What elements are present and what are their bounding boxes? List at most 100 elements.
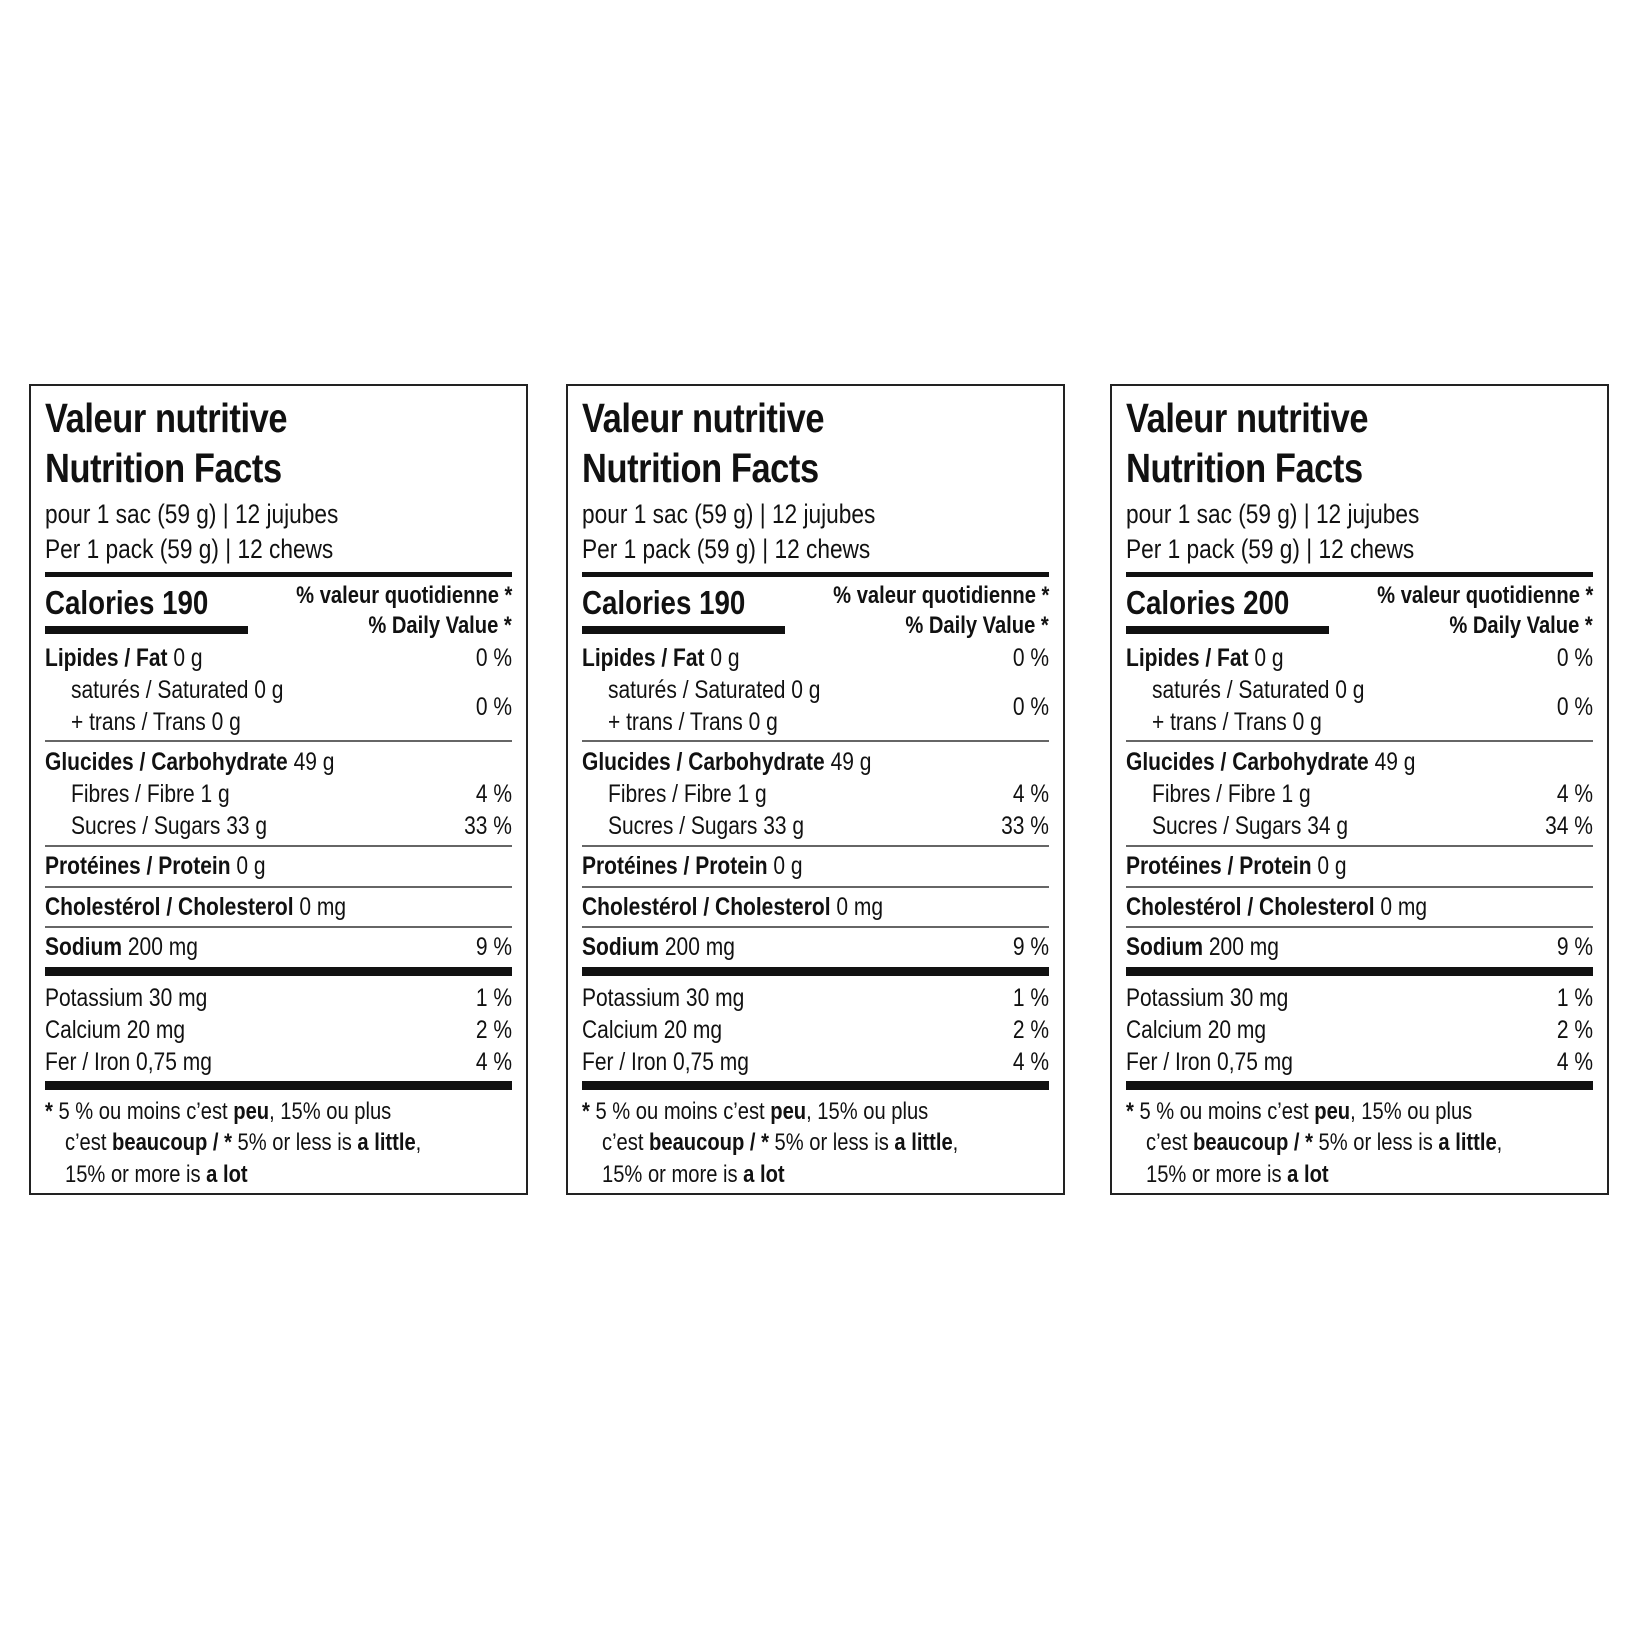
nutrient-row-carb: Glucides / Carbohydrate 49 g — [582, 746, 1049, 778]
footnote-segment: * — [582, 1098, 596, 1125]
serving-en: Per 1 pack (59 g) | 12 chews — [1126, 532, 1593, 566]
nutrient-trans: + trans / Trans 0 g — [1152, 706, 1322, 738]
nutrient-amount: 0 g — [1335, 676, 1365, 704]
nutrient-amount: 200 mg — [1208, 933, 1279, 961]
sat-trans-dv-text: 0 % — [1012, 693, 1049, 721]
nutrient-name: Potassium — [582, 984, 681, 1012]
nutrient-row-trans: + trans / Trans 0 g — [1126, 706, 1593, 738]
nutrient-cholesterol: Cholestérol / Cholesterol 0 mg — [582, 891, 883, 923]
nutrient-cholesterol: Cholestérol / Cholesterol 0 mg — [1126, 891, 1427, 923]
title-fr: Valeur nutritive — [45, 393, 512, 443]
divider — [582, 926, 1049, 928]
nutrient-name: Glucides / Carbohydrate — [1126, 748, 1369, 776]
nutrient-amount: 0 g — [1317, 852, 1347, 880]
nutrient-row-fibre: Fibres / Fibre 1 g 4 % — [582, 778, 1049, 810]
nutrient-row-cholesterol: Cholestérol / Cholesterol 0 mg — [1126, 891, 1593, 923]
nutrient-row-trans: + trans / Trans 0 g — [582, 706, 1049, 738]
serving-en-text: Per 1 pack (59 g) | 12 chews — [582, 534, 871, 564]
title-fr-text: Valeur nutritive — [45, 395, 288, 441]
nutrient-protein: Protéines / Protein 0 g — [1126, 850, 1347, 882]
nutrient-name: Sodium — [1126, 933, 1204, 961]
nutrient-fibre: Fibres / Fibre 1 g — [71, 778, 230, 810]
nutrient-amount: 200 mg — [664, 933, 735, 961]
nutrient-amount: 0,75 mg — [1217, 1048, 1293, 1076]
divider-thick — [582, 572, 1049, 577]
nutrient-row-carb: Glucides / Carbohydrate 49 g — [45, 746, 512, 778]
nutrient-dv: 4 % — [1556, 780, 1593, 808]
title-en-text: Nutrition Facts — [582, 445, 819, 491]
divider-thick — [582, 967, 1049, 976]
nutrient-amount: 33 g — [763, 812, 805, 840]
nutrient-amount: 33 g — [226, 812, 268, 840]
nutrition-facts-label: Valeur nutritive Nutrition Facts pour 1 sa… — [566, 384, 1065, 1195]
nutrient-potassium: Potassium 30 mg — [1126, 982, 1288, 1014]
nutrient-name: Potassium — [1126, 984, 1225, 1012]
nutrient-calcium: Calcium 20 mg — [1126, 1014, 1266, 1046]
nutrient-sodium: Sodium 200 mg — [1126, 931, 1279, 963]
footnote-text: * 5 % ou moins c’est peu, 15% ou plus — [45, 1097, 391, 1127]
footnote-segment: beaucoup / * — [649, 1129, 775, 1156]
dv-header-fr: % valeur quotidienne * — [1126, 581, 1593, 611]
dv-header-en: % Daily Value * — [45, 611, 512, 641]
nutrient-row-iron: Fer / Iron 0,75 mg 4 % — [1126, 1046, 1593, 1078]
serving-fr: pour 1 sac (59 g) | 12 jujubes — [582, 497, 1049, 531]
calories-label: Calories — [45, 584, 155, 621]
calories-label: Calories — [1126, 584, 1236, 621]
nutrient-potassium: Potassium 30 mg — [582, 982, 744, 1014]
nutrient-sodium: Sodium 200 mg — [582, 931, 735, 963]
nutrient-dv: 9 % — [1012, 933, 1049, 961]
nutrient-amount: 49 g — [293, 748, 335, 776]
nutrient-dv: 4 % — [475, 780, 512, 808]
footnote-segment: c’est — [1146, 1129, 1194, 1156]
dv-header-fr-text: % valeur quotidienne * — [1376, 582, 1593, 609]
nutrient-name: Protéines / Protein — [582, 852, 768, 880]
nutrient-amount: 200 mg — [127, 933, 198, 961]
footnote-segment: , 15% ou plus — [806, 1098, 929, 1125]
footnote-text: * 5 % ou moins c’est peu, 15% ou plus — [1126, 1097, 1472, 1127]
footnote-segment: c’est — [65, 1129, 113, 1156]
serving-fr-text: pour 1 sac (59 g) | 12 jujubes — [45, 499, 339, 529]
footnote-segment: 5 % ou moins c’est — [595, 1098, 771, 1125]
sat-trans-dv: 0 % — [582, 691, 1049, 723]
serving-en: Per 1 pack (59 g) | 12 chews — [45, 532, 512, 566]
nutrient-name: Lipides / Fat — [582, 644, 705, 672]
nutrient-amount: 34 g — [1307, 812, 1349, 840]
footnote-line: 15% or more is a lot — [1126, 1160, 1593, 1190]
serving-fr: pour 1 sac (59 g) | 12 jujubes — [45, 497, 512, 531]
footnote-segment: peu — [770, 1098, 807, 1125]
divider-thick — [582, 1081, 1049, 1090]
serving-en-text: Per 1 pack (59 g) | 12 chews — [45, 534, 334, 564]
nutrient-dv: 1 % — [1012, 984, 1049, 1012]
nutrient-amount: 1 g — [200, 780, 230, 808]
nutrient-row-potassium: Potassium 30 mg 1 % — [45, 982, 512, 1014]
calories: Calories 200 — [1126, 583, 1289, 623]
dv-header-fr: % valeur quotidienne * — [45, 581, 512, 611]
calories: Calories 190 — [582, 583, 745, 623]
nutrient-amount: 0,75 mg — [136, 1048, 212, 1076]
serving-fr-text: pour 1 sac (59 g) | 12 jujubes — [582, 499, 876, 529]
divider-thick — [45, 572, 512, 577]
divider — [1126, 845, 1593, 847]
footnote-segment: 5% or less is — [774, 1129, 895, 1156]
footnote-line: 15% or more is a lot — [582, 1160, 1049, 1190]
nutrient-row-sugars: Sucres / Sugars 33 g 33 % — [582, 810, 1049, 842]
footnote-segment: 5 % ou moins c’est — [1139, 1098, 1315, 1125]
footnote-segment: beaucoup / * — [1193, 1129, 1319, 1156]
calories-value: 190 — [699, 584, 746, 621]
title-en: Nutrition Facts — [582, 443, 1049, 493]
nutrition-facts-label: Valeur nutritive Nutrition Facts pour 1 sa… — [29, 384, 528, 1195]
nutrient-name: Calcium — [1126, 1016, 1202, 1044]
nutrient-protein: Protéines / Protein 0 g — [45, 850, 266, 882]
sat-trans-dv-text: 0 % — [475, 693, 512, 721]
calories-value: 190 — [162, 584, 209, 621]
serving-fr: pour 1 sac (59 g) | 12 jujubes — [1126, 497, 1593, 531]
nutrient-amount: 49 g — [1374, 748, 1416, 776]
serving-fr-text: pour 1 sac (59 g) | 12 jujubes — [1126, 499, 1420, 529]
nutrient-name: Fibres / Fibre — [71, 780, 195, 808]
footnote-text: 15% or more is a lot — [602, 1160, 785, 1190]
divider — [45, 886, 512, 888]
nutrient-amount: 0 mg — [836, 893, 884, 921]
footnote-segment: * — [45, 1098, 59, 1125]
nutrient-carb: Glucides / Carbohydrate 49 g — [45, 746, 334, 778]
nutrient-name: Sucres / Sugars — [71, 812, 221, 840]
